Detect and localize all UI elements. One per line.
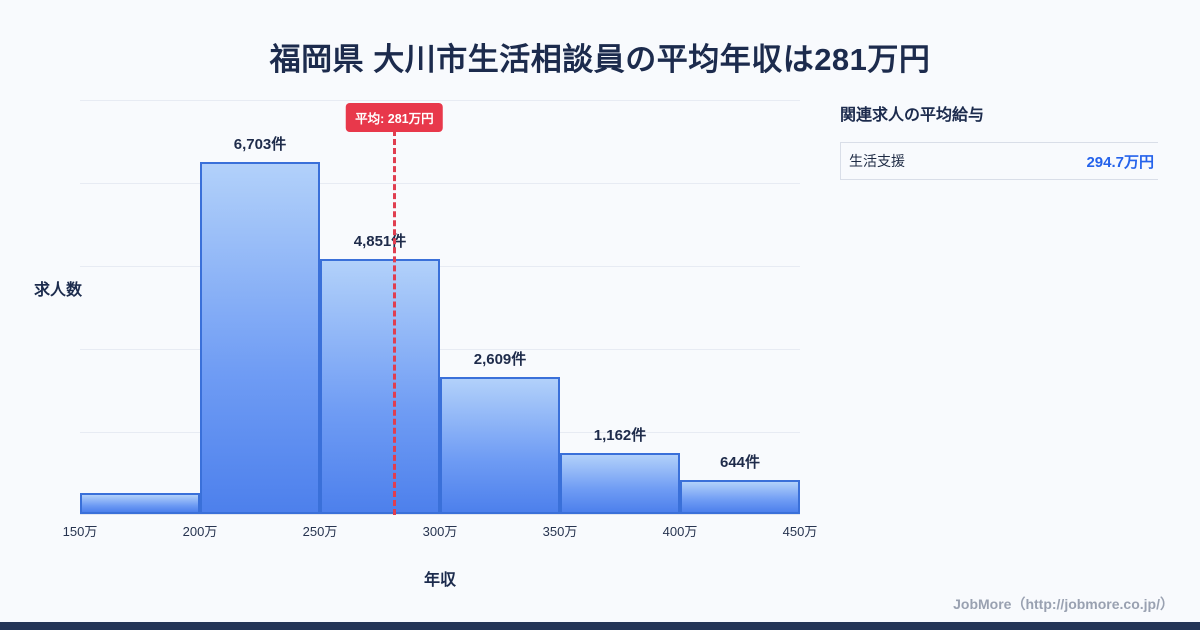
average-line bbox=[392, 130, 396, 515]
y-axis-label: 求人数 bbox=[34, 282, 83, 299]
histogram-bar bbox=[680, 480, 800, 514]
bar-value-label: 6,703件 bbox=[233, 136, 287, 153]
footer-credit: JobMore（http://jobmore.co.jp/） bbox=[953, 596, 1174, 612]
x-tick-label: 450万 bbox=[782, 524, 818, 539]
x-tick-label: 300万 bbox=[422, 524, 458, 539]
histogram-bar bbox=[200, 162, 320, 514]
related-job-label: 生活支援 bbox=[849, 153, 905, 169]
side-panel-heading: 関連求人の平均給与 bbox=[840, 107, 985, 124]
x-tick-label: 150万 bbox=[62, 524, 98, 539]
histogram-bar bbox=[80, 493, 200, 514]
x-axis-ticks: 150万 200万 250万 300万 350万 400万 450万 bbox=[63, 521, 818, 541]
bar-value-label: 2,609件 bbox=[473, 351, 527, 368]
related-job-row: 生活支援 294.7万円 bbox=[840, 142, 1158, 180]
histogram-plot-area: 平均: 281万円 6,703件 4,851件 2,609件 1,162件 644件 bbox=[80, 100, 800, 515]
page-title: 福岡県 大川市生活相談員の平均年収は281万円 bbox=[269, 42, 931, 77]
bottom-accent-bar bbox=[0, 622, 1200, 630]
x-tick-label: 250万 bbox=[302, 524, 338, 539]
x-tick-label: 350万 bbox=[542, 524, 578, 539]
bar-value-label: 1,162件 bbox=[593, 427, 647, 444]
x-tick-label: 200万 bbox=[182, 524, 218, 539]
x-axis-label: 年収 bbox=[423, 572, 456, 589]
x-tick-label: 400万 bbox=[662, 524, 698, 539]
average-badge: 平均: 281万円 bbox=[346, 103, 443, 132]
bar-value-label: 644件 bbox=[719, 454, 761, 471]
bar-value-label: 4,851件 bbox=[353, 233, 407, 250]
histogram-bar bbox=[320, 259, 440, 514]
related-job-value: 294.7万円 bbox=[1086, 153, 1154, 171]
histogram-bar bbox=[440, 377, 560, 514]
histogram-bar bbox=[560, 453, 680, 514]
